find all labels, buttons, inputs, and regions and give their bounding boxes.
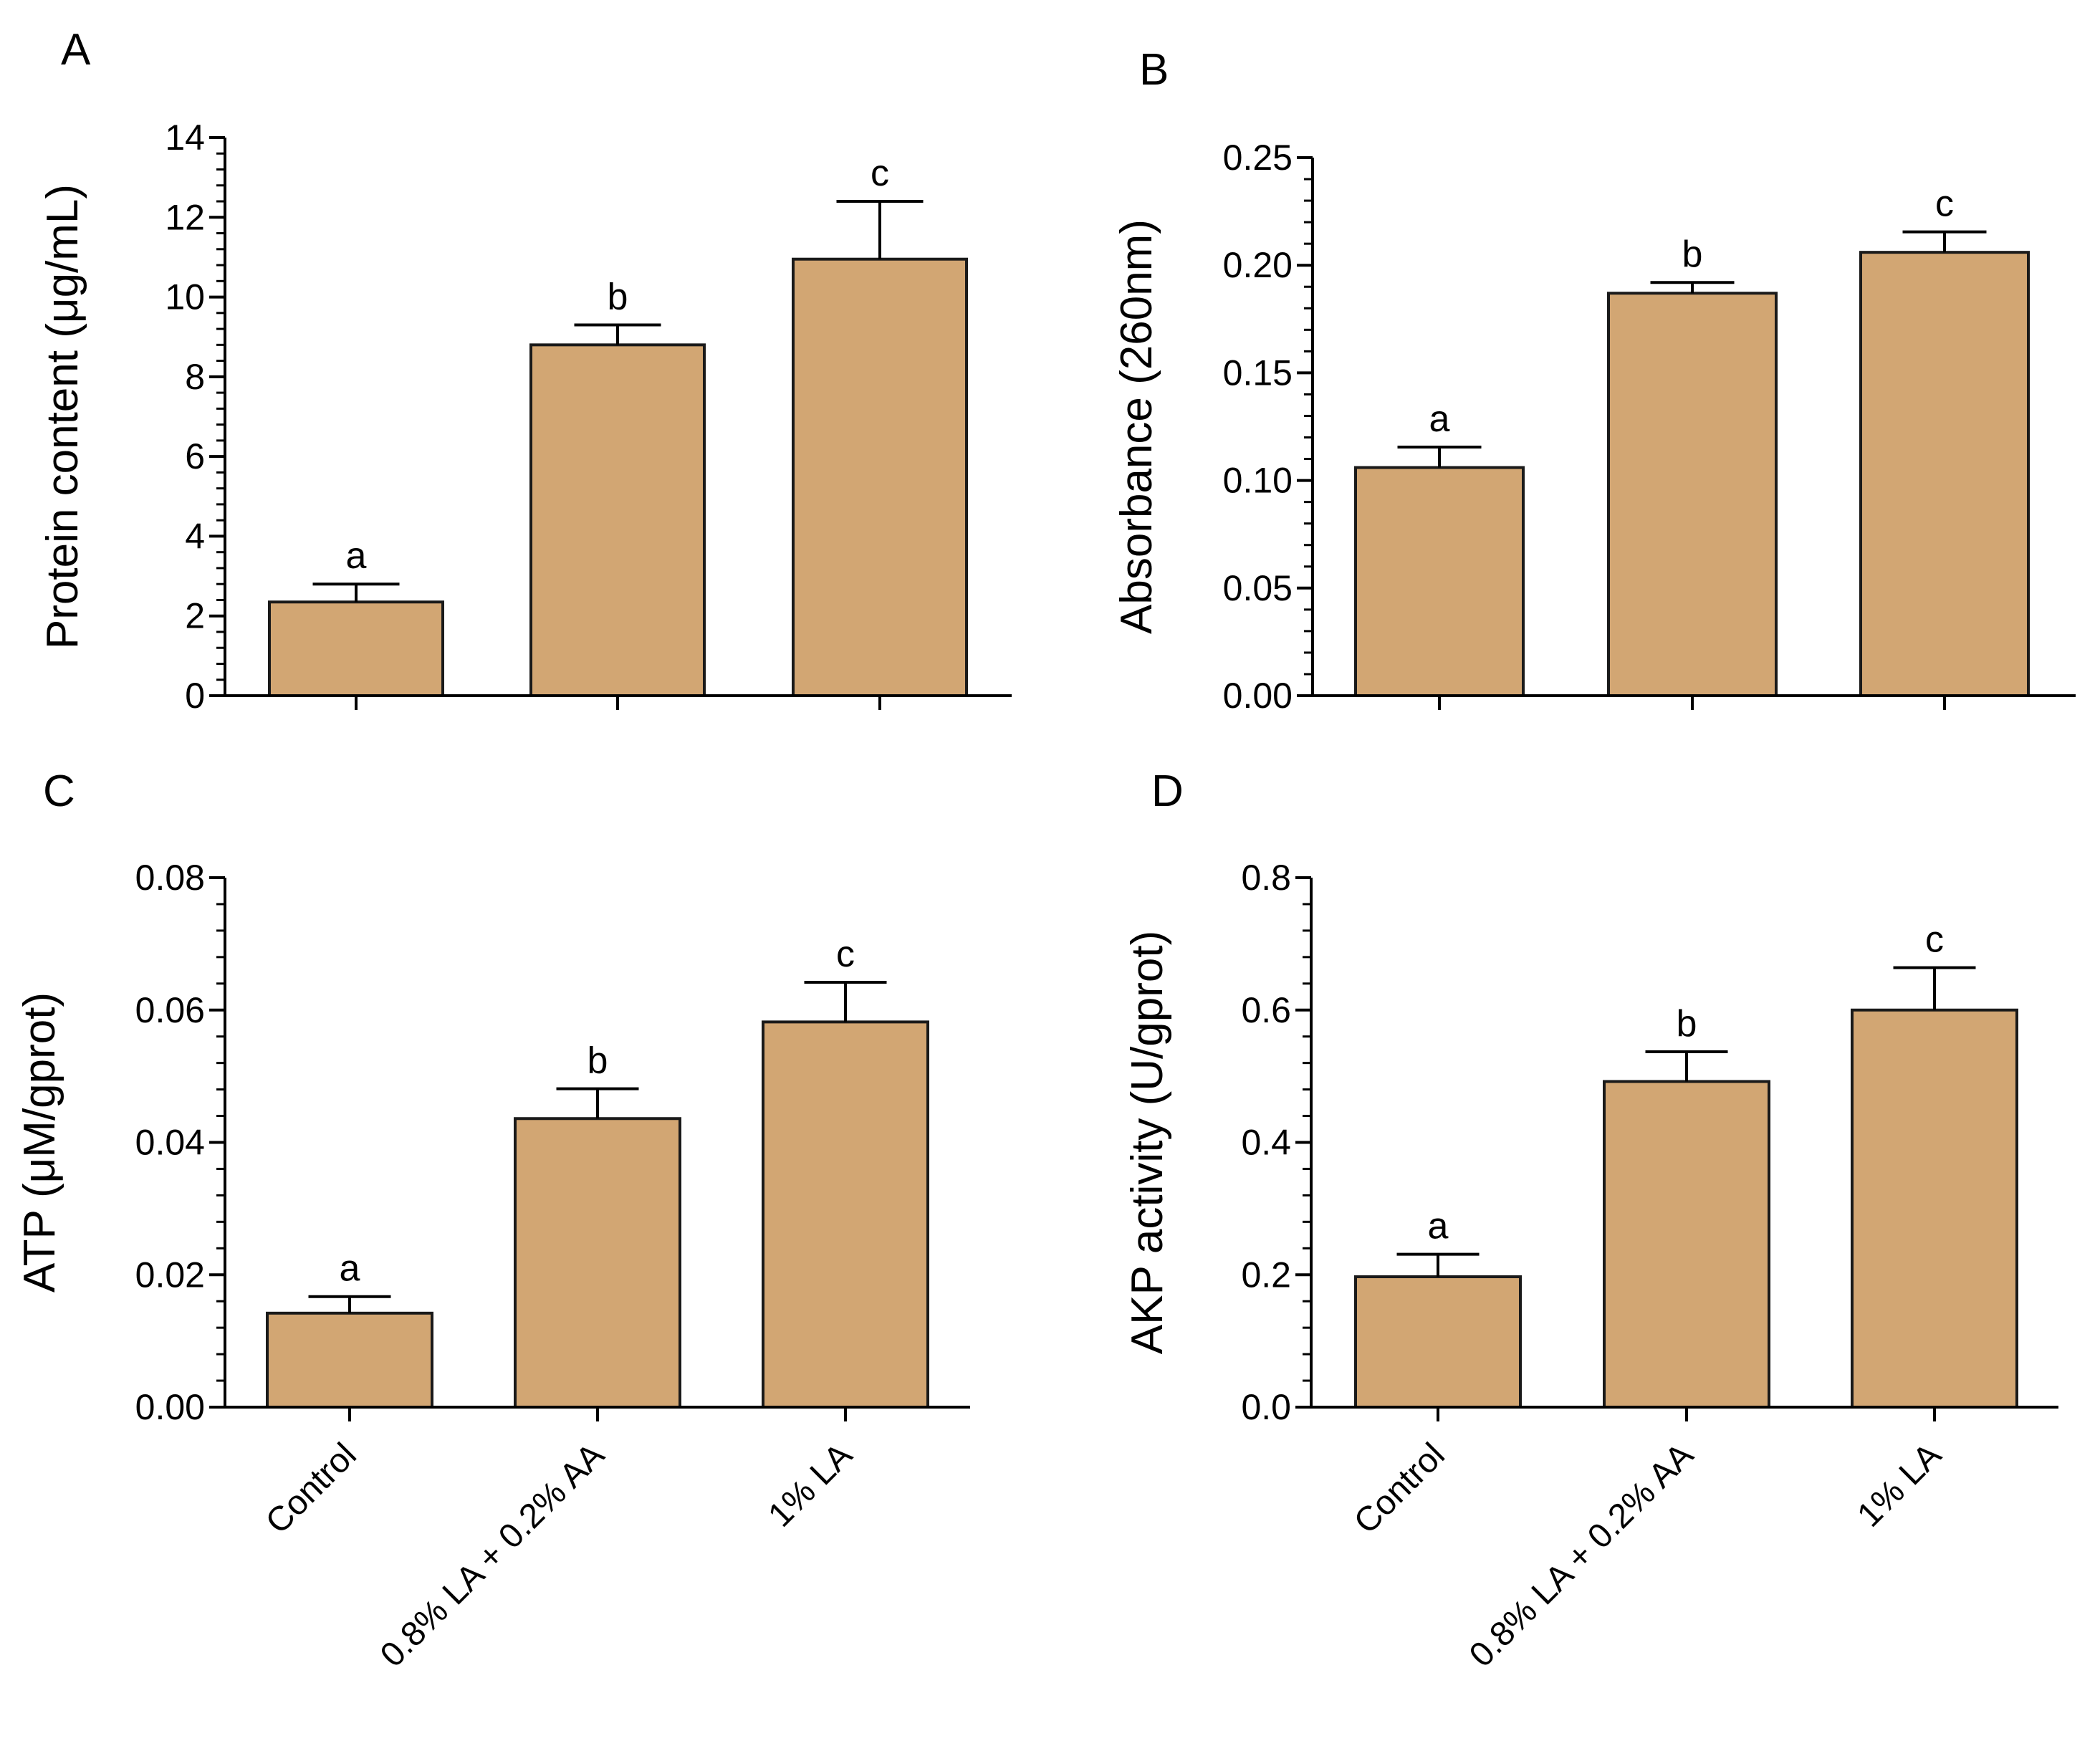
significance-letter: b [588,1040,608,1082]
category-label: 1% LA [761,1436,859,1534]
y-tick-label: 2 [185,596,205,636]
bar [514,1117,681,1409]
bar [266,1311,433,1409]
significance-letter: a [1429,398,1450,440]
y-axis-title: ATP (μM/gprot) [15,992,64,1292]
bar [762,1020,929,1409]
panel-c: Ca Control b 0.8% LA + 0.2% AA c 1% LA 0.00 0.0… [15,767,970,1674]
y-tick-label: 0 [185,676,205,716]
y-tick-label: 8 [185,357,205,397]
significance-letter: a [1428,1206,1449,1247]
panel-letter: A [61,25,91,75]
y-tick-label: 6 [185,436,205,476]
category-label: 0.8% LA + 0.2% AA [1462,1436,1701,1674]
bar [1354,1275,1522,1409]
y-tick-label: 0.06 [135,990,205,1030]
significance-letter: a [340,1248,360,1290]
bar [1603,1080,1770,1409]
y-tick-label: 0.25 [1223,138,1293,178]
y-tick-label: 0.02 [135,1255,205,1295]
y-tick-label: 14 [165,117,205,158]
significance-letter: c [871,153,889,194]
bar [268,600,444,697]
bar [1354,466,1525,697]
category-label: Control [1347,1436,1452,1541]
significance-letter: c [836,934,855,975]
y-tick-label: 0.00 [135,1387,205,1427]
y-tick-label: 0.8 [1241,858,1291,898]
category-label: 1% LA [1850,1436,1948,1534]
y-tick-label: 0.08 [135,858,205,898]
panel-letter: C [43,767,75,816]
y-tick-label: 0.20 [1223,245,1293,285]
significance-letter: b [608,277,628,318]
y-tick-label: 0.00 [1223,676,1293,716]
y-tick-label: 0.04 [135,1123,205,1163]
y-tick-label: 12 [165,197,205,237]
bar [1607,292,1778,697]
y-tick-label: 0.6 [1241,990,1291,1030]
panel-letter: D [1151,767,1184,816]
bar [1851,1008,2018,1409]
category-label: 0.8% LA + 0.2% AA [373,1436,612,1674]
bar [792,257,968,698]
y-tick-label: 0.2 [1241,1255,1291,1295]
significance-letter: b [1682,234,1703,275]
y-tick-label: 10 [165,277,205,317]
panel-d: Da Control b 0.8% LA + 0.2% AA c 1% LA 0.0 0.2 0… [1123,767,2058,1674]
y-tick-label: 0.15 [1223,352,1293,393]
y-axis-title: Absorbance (260nm) [1112,219,1161,634]
bar [529,343,706,697]
panel-a: Aa b c 0 2 4 6 8 10 12 14 Protein content (μg/mL) [38,25,1012,716]
significance-letter: c [1925,919,1944,961]
y-tick-label: 0.4 [1241,1123,1291,1163]
significance-letter: c [1935,183,1954,225]
category-label: Control [259,1436,364,1541]
significance-letter: b [1677,1003,1697,1045]
panel-b: Ba b c 0.00 0.05 0.10 0.15 0.20 0.25 Absorbance (… [1112,45,2076,716]
y-tick-label: 0.10 [1223,461,1293,501]
y-axis-title: Protein content (μg/mL) [38,184,87,649]
y-tick-label: 0.05 [1223,568,1293,608]
y-tick-label: 4 [185,516,205,556]
bar [1859,251,2030,697]
y-axis-title: AKP activity (U/gprot) [1123,931,1172,1354]
panel-letter: B [1139,45,1169,95]
significance-letter: a [346,535,367,577]
y-tick-label: 0.0 [1241,1387,1291,1427]
